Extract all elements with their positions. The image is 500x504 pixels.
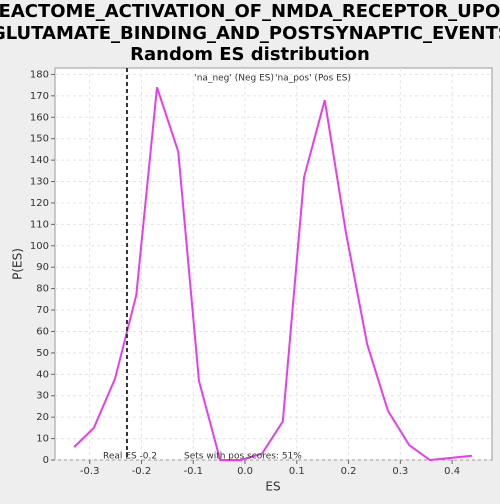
legend-entry: 'na_neg' (Neg ES)	[194, 74, 274, 84]
legend-entry: 'na_pos' (Pos ES)	[275, 74, 351, 84]
y-tick-label: 50	[36, 348, 49, 359]
x-axis-label: ES	[265, 480, 280, 494]
y-tick-label: 0	[43, 455, 49, 466]
y-axis-label: P(ES)	[11, 248, 25, 280]
y-tick-label: 160	[30, 112, 49, 123]
y-tick-label: 150	[30, 134, 49, 145]
x-tick-label: 0.2	[341, 466, 357, 477]
chart-title: _GLUTAMATE_BINDING_AND_POSTSYNAPTIC_EVEN…	[0, 23, 500, 44]
x-tick-label: -0.1	[183, 466, 203, 477]
y-tick-label: 60	[36, 326, 49, 337]
x-tick-label: -0.2	[132, 466, 152, 477]
line	[73, 86, 472, 462]
y-tick-label: 130	[30, 177, 49, 188]
x-tick-label: 0.3	[392, 466, 408, 477]
y-tick-label: 120	[30, 198, 49, 209]
x-tick-label: 0.4	[444, 466, 460, 477]
plot-area	[54, 67, 493, 461]
y-tick-label: 170	[30, 91, 49, 102]
y-tick-label: 20	[36, 412, 49, 423]
y-tick-label: 90	[36, 262, 49, 273]
y-tick-label: 110	[30, 219, 49, 230]
x-tick-label: 0.1	[289, 466, 305, 477]
pos-scores-label: Sets with pos scores: 51%	[184, 452, 302, 462]
y-tick-label: 140	[30, 155, 49, 166]
chart-title: Random ES distribution	[130, 44, 370, 65]
y-tick-label: 180	[30, 69, 49, 80]
y-tick-label: 70	[36, 305, 49, 316]
y-tick-label: 40	[36, 369, 49, 380]
y-tick-label: 10	[36, 434, 49, 445]
y-tick-label: 100	[30, 241, 49, 252]
real-es-label: Real ES -0.2	[103, 452, 157, 462]
y-tick-label: 80	[36, 284, 49, 295]
x-tick-label: -0.3	[80, 466, 100, 477]
x-tick-label: 0.0	[237, 466, 253, 477]
chart-title: REACTOME_ACTIVATION_OF_NMDA_RECEPTOR_UPO…	[0, 1, 500, 22]
y-tick-label: 30	[36, 391, 49, 402]
